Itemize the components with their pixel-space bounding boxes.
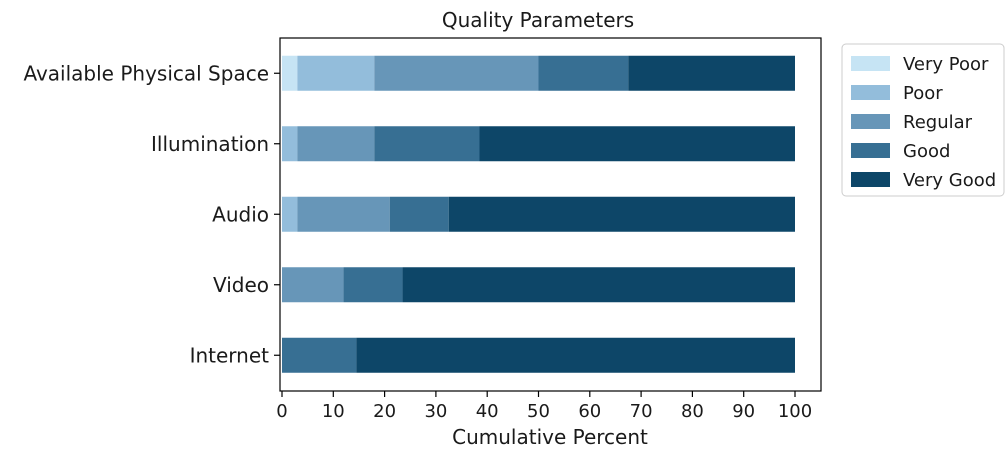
legend-label: Good xyxy=(903,141,950,162)
x-axis-label: Cumulative Percent xyxy=(452,425,648,449)
bar-segment xyxy=(282,196,298,232)
y-axis: Available Physical Space Illumination Audi… xyxy=(23,61,280,367)
x-tick-label: 0 xyxy=(276,401,287,422)
bar-segment xyxy=(402,267,795,303)
y-tick-label: Illumination xyxy=(151,132,269,156)
bar-segment xyxy=(297,126,375,162)
x-tick-label: 100 xyxy=(778,401,812,422)
x-tick-label: 50 xyxy=(527,401,550,422)
bar-segment xyxy=(538,55,629,91)
bar-segment xyxy=(343,267,403,303)
bar-segment xyxy=(297,196,390,232)
x-tick-label: 70 xyxy=(630,401,653,422)
legend-swatch xyxy=(851,143,890,158)
x-tick-label: 60 xyxy=(578,401,601,422)
x-axis: 0 10 20 30 40 50 60 70 80 90 100 xyxy=(276,391,812,422)
bar-segment xyxy=(389,196,449,232)
legend: Very Poor Poor Regular Good Very Good xyxy=(841,43,1005,197)
legend-label: Regular xyxy=(903,112,973,133)
y-tick-label: Available Physical Space xyxy=(23,61,269,85)
bar-segment xyxy=(282,267,344,303)
bar-segment xyxy=(356,337,795,373)
bar-segment xyxy=(374,126,480,162)
x-tick-label: 80 xyxy=(681,401,704,422)
legend-swatch xyxy=(851,56,890,71)
legend-swatch xyxy=(851,172,890,187)
x-tick-label: 90 xyxy=(732,401,755,422)
x-tick-label: 40 xyxy=(476,401,499,422)
bar-segment xyxy=(282,337,357,373)
bar-segment xyxy=(297,55,375,91)
bar-segment xyxy=(282,55,298,91)
legend-label: Poor xyxy=(903,83,943,104)
y-tick-label: Audio xyxy=(212,202,269,226)
x-tick-label: 10 xyxy=(322,401,345,422)
bar-segment xyxy=(282,126,298,162)
bar-segment xyxy=(479,126,795,162)
legend-swatch xyxy=(851,114,890,129)
x-tick-label: 20 xyxy=(373,401,396,422)
y-tick-label: Internet xyxy=(190,343,270,367)
legend-label: Very Good xyxy=(903,170,996,191)
chart-title: Quality Parameters xyxy=(442,8,634,32)
x-tick-label: 30 xyxy=(424,401,447,422)
legend-swatch xyxy=(851,85,890,100)
bar-segment xyxy=(628,55,795,91)
bar-segment xyxy=(448,196,795,232)
bar-segment xyxy=(374,55,539,91)
legend-label: Very Poor xyxy=(903,54,989,75)
bars-group xyxy=(282,55,795,373)
y-tick-label: Video xyxy=(213,273,269,297)
